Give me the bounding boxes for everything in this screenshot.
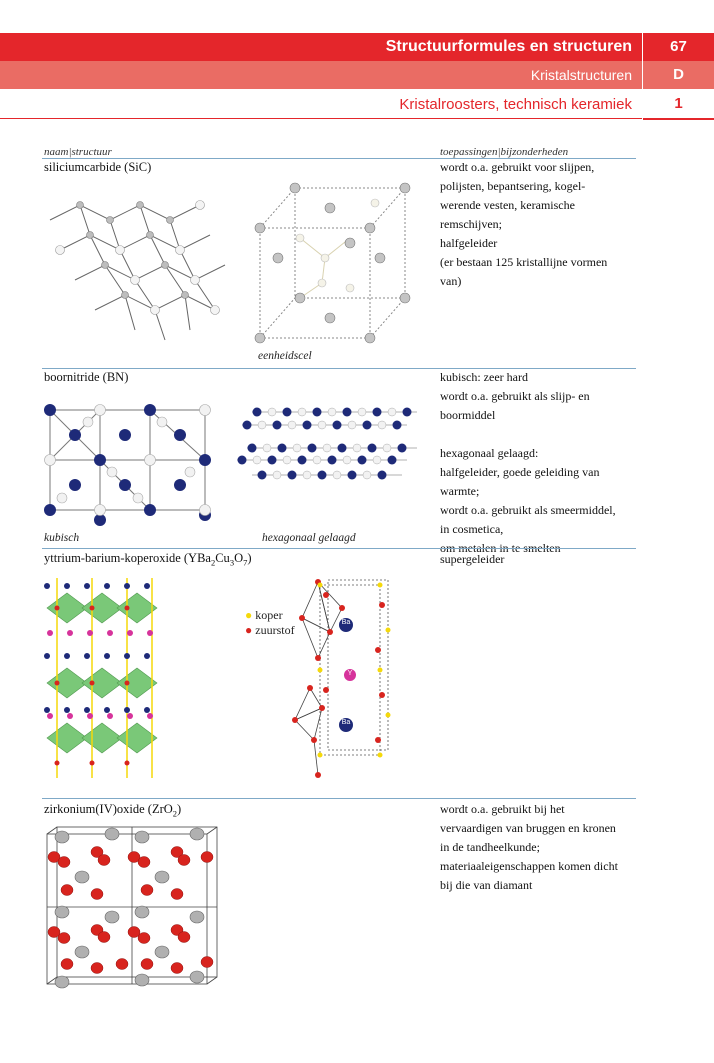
- bn-line: warmte;: [440, 484, 480, 498]
- zro2-line: vervaardigen van bruggen en kronen: [440, 821, 616, 835]
- sic-line: wordt o.a. gebruikt voor slijpen,: [440, 160, 595, 174]
- column-header-structure: naam|structuur: [44, 146, 112, 158]
- section-rule: [42, 798, 636, 799]
- bn-hexagonal-diagram: [237, 407, 417, 480]
- subsection-number-tab: 1: [643, 90, 714, 120]
- zro2-description: wordt o.a. gebruikt bij het vervaardigen…: [440, 800, 640, 895]
- bn-line: wordt o.a. gebruikt als slijp- en: [440, 389, 590, 403]
- sic-unit-cell-caption: eenheidscel: [258, 350, 312, 362]
- copper-dot-icon: ●: [245, 608, 253, 622]
- zro2-line: in de tandheelkunde;: [440, 840, 540, 854]
- page-number-tab: 67: [643, 33, 714, 61]
- zro2-line: materiaaleigenschappen komen dicht: [440, 859, 618, 873]
- ybco-name: yttrium-barium-koperoxide (YBa2Cu3O7): [44, 551, 252, 568]
- bn-line: [440, 425, 640, 444]
- sic-name: siliciumcarbide (SiC): [44, 160, 152, 174]
- section-rule: [42, 368, 636, 369]
- atom-label-y: Y: [347, 670, 353, 677]
- bn-line: in cosmetica,: [440, 522, 504, 536]
- bn-hexagonal-caption: hexagonaal gelaagd: [262, 532, 356, 544]
- oxygen-dot-icon: ●: [245, 623, 253, 637]
- sic-line: halfgeleider: [440, 236, 498, 250]
- section-rule: [42, 548, 636, 549]
- section-rule: [42, 158, 636, 159]
- ybco-line: supergeleider: [440, 552, 505, 566]
- header-title-bar: Structuurformules en structuren: [0, 33, 642, 61]
- yttrium-atom: [344, 669, 356, 681]
- sic-line: remschijven;: [440, 217, 502, 231]
- bn-line: hexagonaal gelaagd:: [440, 446, 539, 460]
- sic-lattice-diagram: [49, 200, 226, 341]
- ybco-legend: ● koper ● zuurstof: [245, 608, 295, 638]
- bn-description: kubisch: zeer hard wordt o.a. gebruikt a…: [440, 368, 640, 558]
- sic-line: (er bestaan 125 kristallijne vormen: [440, 255, 608, 269]
- ybco-layered-diagram: [44, 578, 158, 778]
- section-letter-tab: D: [643, 61, 714, 89]
- subsection-title: Kristalroosters, technisch keramiek: [399, 96, 632, 113]
- header-divider: [0, 118, 642, 119]
- atom-label-ba-top: Ba: [341, 619, 351, 626]
- ybco-unit-cell-diagram: [292, 579, 391, 778]
- legend-copper: ● koper: [245, 608, 283, 622]
- bn-cubic-caption: kubisch: [44, 532, 80, 544]
- sic-line: werende vesten, keramische: [440, 198, 575, 212]
- bn-line: wordt o.a. gebruikt als smeermiddel,: [440, 503, 616, 517]
- sic-unit-cell-diagram: [254, 182, 411, 344]
- zro2-name: zirkonium(IV)oxide (ZrO2): [44, 802, 182, 819]
- header-section-bar: Kristalstructuren: [0, 61, 642, 89]
- zro2-line: wordt o.a. gebruikt bij het: [440, 802, 565, 816]
- barium-atom: [339, 718, 353, 732]
- legend-oxygen: ● zuurstof: [245, 623, 295, 637]
- column-header-applications: toepassingen|bijzonderheden: [440, 146, 569, 158]
- zro2-line: bij die van diamant: [440, 878, 533, 892]
- bn-name: boornitride (BN): [44, 370, 129, 384]
- ybco-description: supergeleider: [440, 550, 640, 569]
- bn-line: boormiddel: [440, 408, 496, 422]
- barium-atom: [339, 618, 353, 632]
- bn-line: halfgeleider, goede geleiding van: [440, 465, 600, 479]
- sic-line: van): [440, 274, 462, 288]
- chapter-title: Structuurformules en structuren: [385, 38, 632, 55]
- atom-label-ba-bottom: Ba: [341, 719, 351, 726]
- header-subsection-bar: Kristalroosters, technisch keramiek: [0, 92, 642, 118]
- zro2-lattice-diagram: [46, 826, 218, 989]
- sic-line: polijsten, bepantsering, kogel-: [440, 179, 586, 193]
- bn-cubic-diagram: [44, 404, 211, 526]
- section-title: Kristalstructuren: [530, 67, 632, 83]
- sic-description: wordt o.a. gebruikt voor slijpen, polijs…: [440, 158, 640, 291]
- bn-line: kubisch: zeer hard: [440, 370, 528, 384]
